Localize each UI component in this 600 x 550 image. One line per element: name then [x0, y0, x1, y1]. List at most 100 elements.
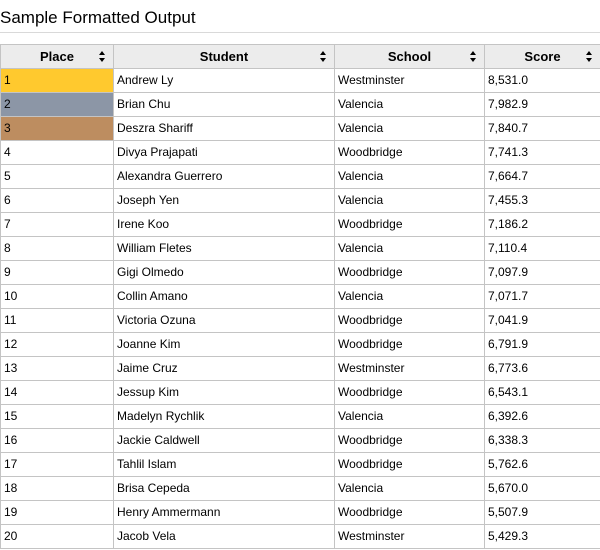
column-header-school[interactable]: School: [334, 44, 485, 69]
cell-student: Andrew Ly: [113, 68, 335, 93]
cell-place: 3: [0, 116, 114, 141]
cell-school: Valencia: [334, 476, 485, 501]
cell-score: 7,664.7: [484, 164, 600, 189]
cell-school: Woodbridge: [334, 140, 485, 165]
cell-place: 5: [0, 164, 114, 189]
cell-school: Woodbridge: [334, 308, 485, 333]
cell-score: 7,840.7: [484, 116, 600, 141]
cell-school: Woodbridge: [334, 428, 485, 453]
cell-score: 5,507.9: [484, 500, 600, 525]
cell-place: 18: [0, 476, 114, 501]
cell-score: 7,982.9: [484, 92, 600, 117]
sort-up-down-icon[interactable]: [470, 51, 477, 62]
table-row: 20 Jacob Vela Westminster 5,429.3: [0, 524, 600, 549]
cell-place: 13: [0, 356, 114, 381]
table-row: 17 Tahlil Islam Woodbridge 5,762.6: [0, 452, 600, 477]
cell-school: Woodbridge: [334, 452, 485, 477]
column-header-label: Score: [524, 49, 561, 64]
cell-school: Woodbridge: [334, 260, 485, 285]
table-row: 9 Gigi Olmedo Woodbridge 7,097.9: [0, 260, 600, 285]
cell-score: 6,543.1: [484, 380, 600, 405]
cell-score: 7,097.9: [484, 260, 600, 285]
title-divider: [0, 32, 600, 33]
column-header-label: Place: [40, 49, 74, 64]
cell-student: Jackie Caldwell: [113, 428, 335, 453]
cell-student: Henry Ammermann: [113, 500, 335, 525]
page-title: Sample Formatted Output: [0, 8, 196, 27]
table-row: 1 Andrew Ly Westminster 8,531.0: [0, 68, 600, 93]
cell-place: 14: [0, 380, 114, 405]
table-row: 15 Madelyn Rychlik Valencia 6,392.6: [0, 404, 600, 429]
table-row: 5 Alexandra Guerrero Valencia 7,664.7: [0, 164, 600, 189]
cell-score: 6,791.9: [484, 332, 600, 357]
cell-student: William Fletes: [113, 236, 335, 261]
table-row: 8 William Fletes Valencia 7,110.4: [0, 236, 600, 261]
cell-student: Divya Prajapati: [113, 140, 335, 165]
cell-place: 8: [0, 236, 114, 261]
cell-score: 7,455.3: [484, 188, 600, 213]
cell-score: 8,531.0: [484, 68, 600, 93]
table-row: 12 Joanne Kim Woodbridge 6,791.9: [0, 332, 600, 357]
cell-student: Brian Chu: [113, 92, 335, 117]
cell-place: 19: [0, 500, 114, 525]
cell-student: Madelyn Rychlik: [113, 404, 335, 429]
cell-score: 7,186.2: [484, 212, 600, 237]
cell-school: Valencia: [334, 404, 485, 429]
cell-place: 9: [0, 260, 114, 285]
table-row: 10 Collin Amano Valencia 7,071.7: [0, 284, 600, 309]
table-body: 1 Andrew Ly Westminster 8,531.0 2 Brian Chu Va…: [0, 68, 600, 549]
column-header-student[interactable]: Student: [113, 44, 335, 69]
table-row: 4 Divya Prajapati Woodbridge 7,741.3: [0, 140, 600, 165]
cell-score: 7,041.9: [484, 308, 600, 333]
column-header-label: Student: [199, 49, 249, 64]
cell-student: Joanne Kim: [113, 332, 335, 357]
cell-student: Victoria Ozuna: [113, 308, 335, 333]
cell-score: 7,071.7: [484, 284, 600, 309]
cell-school: Valencia: [334, 92, 485, 117]
table-row: 7 Irene Koo Woodbridge 7,186.2: [0, 212, 600, 237]
sort-up-down-icon[interactable]: [586, 51, 593, 62]
column-header-place[interactable]: Place: [0, 44, 114, 69]
cell-place: 15: [0, 404, 114, 429]
cell-school: Westminster: [334, 68, 485, 93]
table-row: 2 Brian Chu Valencia 7,982.9: [0, 92, 600, 117]
column-header-label: School: [387, 49, 432, 64]
cell-place: 17: [0, 452, 114, 477]
cell-student: Joseph Yen: [113, 188, 335, 213]
cell-student: Tahlil Islam: [113, 452, 335, 477]
cell-student: Deszra Shariff: [113, 116, 335, 141]
cell-student: Jaime Cruz: [113, 356, 335, 381]
cell-score: 6,773.6: [484, 356, 600, 381]
sort-up-down-icon[interactable]: [99, 51, 106, 62]
cell-place: 1: [0, 68, 114, 93]
results-table: Place Student School Score 1 Andrew Ly Wes…: [0, 44, 600, 549]
cell-student: Jacob Vela: [113, 524, 335, 549]
cell-student: Jessup Kim: [113, 380, 335, 405]
cell-school: Woodbridge: [334, 500, 485, 525]
table-row: 3 Deszra Shariff Valencia 7,840.7: [0, 116, 600, 141]
cell-student: Collin Amano: [113, 284, 335, 309]
column-header-score[interactable]: Score: [484, 44, 600, 69]
cell-place: 6: [0, 188, 114, 213]
cell-school: Woodbridge: [334, 332, 485, 357]
table-row: 6 Joseph Yen Valencia 7,455.3: [0, 188, 600, 213]
cell-school: Woodbridge: [334, 380, 485, 405]
table-row: 18 Brisa Cepeda Valencia 5,670.0: [0, 476, 600, 501]
table-row: 19 Henry Ammermann Woodbridge 5,507.9: [0, 500, 600, 525]
cell-score: 5,670.0: [484, 476, 600, 501]
sort-up-down-icon[interactable]: [320, 51, 327, 62]
cell-score: 6,392.6: [484, 404, 600, 429]
table-row: 11 Victoria Ozuna Woodbridge 7,041.9: [0, 308, 600, 333]
cell-school: Woodbridge: [334, 212, 485, 237]
cell-place: 2: [0, 92, 114, 117]
cell-student: Brisa Cepeda: [113, 476, 335, 501]
cell-score: 6,338.3: [484, 428, 600, 453]
cell-student: Gigi Olmedo: [113, 260, 335, 285]
cell-school: Valencia: [334, 188, 485, 213]
cell-score: 5,429.3: [484, 524, 600, 549]
cell-school: Westminster: [334, 356, 485, 381]
table-header-row: Place Student School Score: [0, 44, 600, 69]
cell-place: 16: [0, 428, 114, 453]
cell-score: 7,741.3: [484, 140, 600, 165]
cell-school: Valencia: [334, 116, 485, 141]
